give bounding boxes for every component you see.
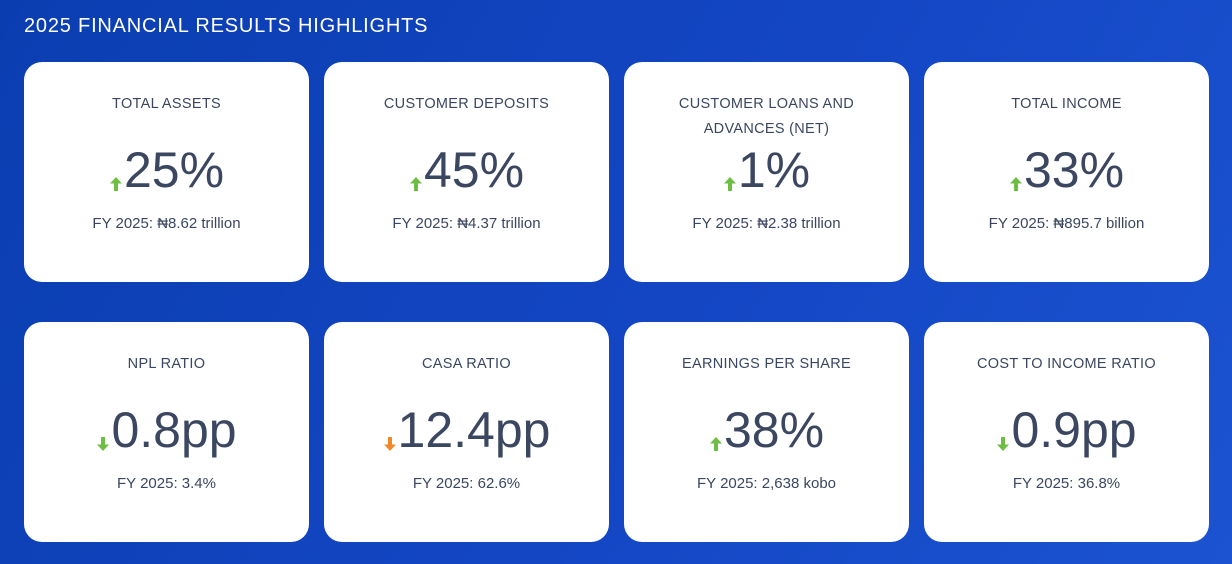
card-subtext: FY 2025: ₦2.38 trillion: [692, 215, 841, 232]
value-text: 33%: [1023, 142, 1125, 198]
card-value: 25%: [24, 142, 309, 198]
arrow-up-icon: [1009, 177, 1022, 191]
card-label: EARNINGS PER SHARE: [682, 356, 851, 372]
highlight-card: TOTAL ASSETS 25% FY 2025: ₦8.62 trillion: [24, 62, 309, 282]
card-label: CUSTOMER DEPOSITS: [383, 96, 550, 112]
page-title: 2025 FINANCIAL RESULTS HIGHLIGHTS: [24, 15, 429, 37]
value-text: 0.8pp: [111, 402, 237, 458]
arrow-up-icon: [409, 177, 422, 191]
highlight-card: EARNINGS PER SHARE 38% FY 2025: 2,638 ko…: [624, 322, 909, 542]
card-subtext: FY 2025: ₦895.7 billion: [988, 215, 1145, 232]
card-subtext: FY 2025: 36.8%: [1012, 475, 1121, 492]
highlight-card: NPL RATIO 0.8pp FY 2025: 3.4%: [24, 322, 309, 542]
card-subtext: FY 2025: ₦8.62 trillion: [92, 215, 241, 232]
card-label: COST TO INCOME RATIO: [977, 356, 1156, 372]
card-value: 1%: [624, 142, 909, 198]
card-value: 0.9pp: [924, 402, 1209, 458]
card-value: 33%: [924, 142, 1209, 198]
arrow-down-icon: [997, 437, 1010, 451]
card-value: 45%: [324, 142, 609, 198]
highlight-card: CASA RATIO 12.4pp FY 2025: 62.6%: [324, 322, 609, 542]
highlight-card: COST TO INCOME RATIO 0.9pp FY 2025: 36.8…: [924, 322, 1209, 542]
value-text: 12.4pp: [397, 402, 551, 458]
card-label: TOTAL ASSETS: [112, 96, 221, 112]
card-value: 38%: [624, 402, 909, 458]
value-text: 0.9pp: [1011, 402, 1137, 458]
arrow-up-icon: [109, 177, 122, 191]
highlights-grid: TOTAL ASSETS 25% FY 2025: ₦8.62 trillion…: [24, 62, 1209, 542]
value-text: 38%: [723, 402, 825, 458]
card-label: CUSTOMER LOANS AND ADVANCES (NET): [678, 96, 855, 137]
card-subtext: FY 2025: 2,638 kobo: [697, 475, 836, 492]
card-label: CASA RATIO: [422, 356, 511, 372]
highlight-card: TOTAL INCOME 33% FY 2025: ₦895.7 billion: [924, 62, 1209, 282]
value-text: 25%: [123, 142, 225, 198]
card-subtext: FY 2025: ₦4.37 trillion: [392, 215, 541, 232]
card-subtext: FY 2025: 3.4%: [117, 475, 216, 492]
card-value: 12.4pp: [324, 402, 609, 458]
highlight-card: CUSTOMER LOANS AND ADVANCES (NET) 1% FY …: [624, 62, 909, 282]
card-label: TOTAL INCOME: [1011, 96, 1122, 112]
value-text: 45%: [423, 142, 525, 198]
card-label: NPL RATIO: [127, 356, 206, 372]
arrow-up-icon: [709, 437, 722, 451]
card-value: 0.8pp: [24, 402, 309, 458]
highlight-card: CUSTOMER DEPOSITS 45% FY 2025: ₦4.37 tri…: [324, 62, 609, 282]
card-subtext: FY 2025: 62.6%: [412, 475, 521, 492]
arrow-down-icon: [383, 437, 396, 451]
arrow-up-icon: [723, 177, 736, 191]
arrow-down-icon: [97, 437, 110, 451]
value-text: 1%: [737, 142, 811, 198]
